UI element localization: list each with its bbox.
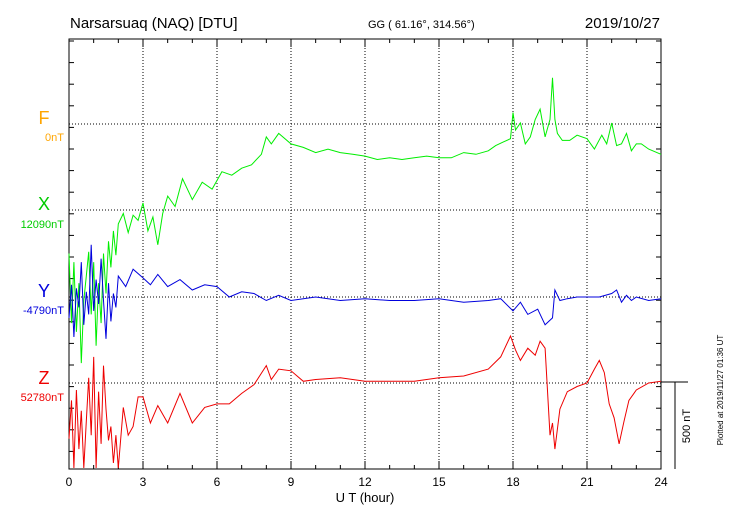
x-tick-label: 0 [66,475,73,489]
x-tick-label: 3 [140,475,147,489]
x-tick-label: 9 [288,475,295,489]
series-layer [68,77,662,469]
x-tick-label: 6 [214,475,221,489]
date-label: 2019/10/27 [585,15,660,32]
grid-lines [69,39,661,469]
baseline-label-f: 0nT [45,132,64,144]
x-tick-label: 18 [506,475,520,489]
x-tick-labels: 0 3 6 9 12 15 18 21 24 [66,475,668,489]
axis-ticks [68,39,662,469]
baseline-label-x: 12090nT [21,219,65,231]
component-label-z: Z [39,368,50,388]
component-label-f: F [39,108,50,128]
x-tick-label: 21 [580,475,594,489]
station-title: Narsarsuaq (NAQ) [DTU] [70,15,238,32]
plot-frame [68,38,662,470]
x-axis-label: U T (hour) [336,490,395,505]
x-tick-label: 12 [358,475,372,489]
series-line-z [68,334,662,469]
component-label-x: X [38,194,50,214]
x-tick-label: 15 [432,475,446,489]
coordinates-label: GG ( 61.16°, 314.56°) [368,19,475,31]
baseline-label-y: -4790nT [23,305,64,317]
component-label-y: Y [38,281,50,301]
baseline-label-z: 52780nT [21,392,65,404]
scale-bar-label: 500 nT [681,409,693,444]
series-line-y [68,244,662,339]
plotted-at-note: Plotted at 2019/11/27 01:36 UT [716,335,725,446]
x-tick-label: 24 [654,475,668,489]
series-line-x [68,77,662,364]
